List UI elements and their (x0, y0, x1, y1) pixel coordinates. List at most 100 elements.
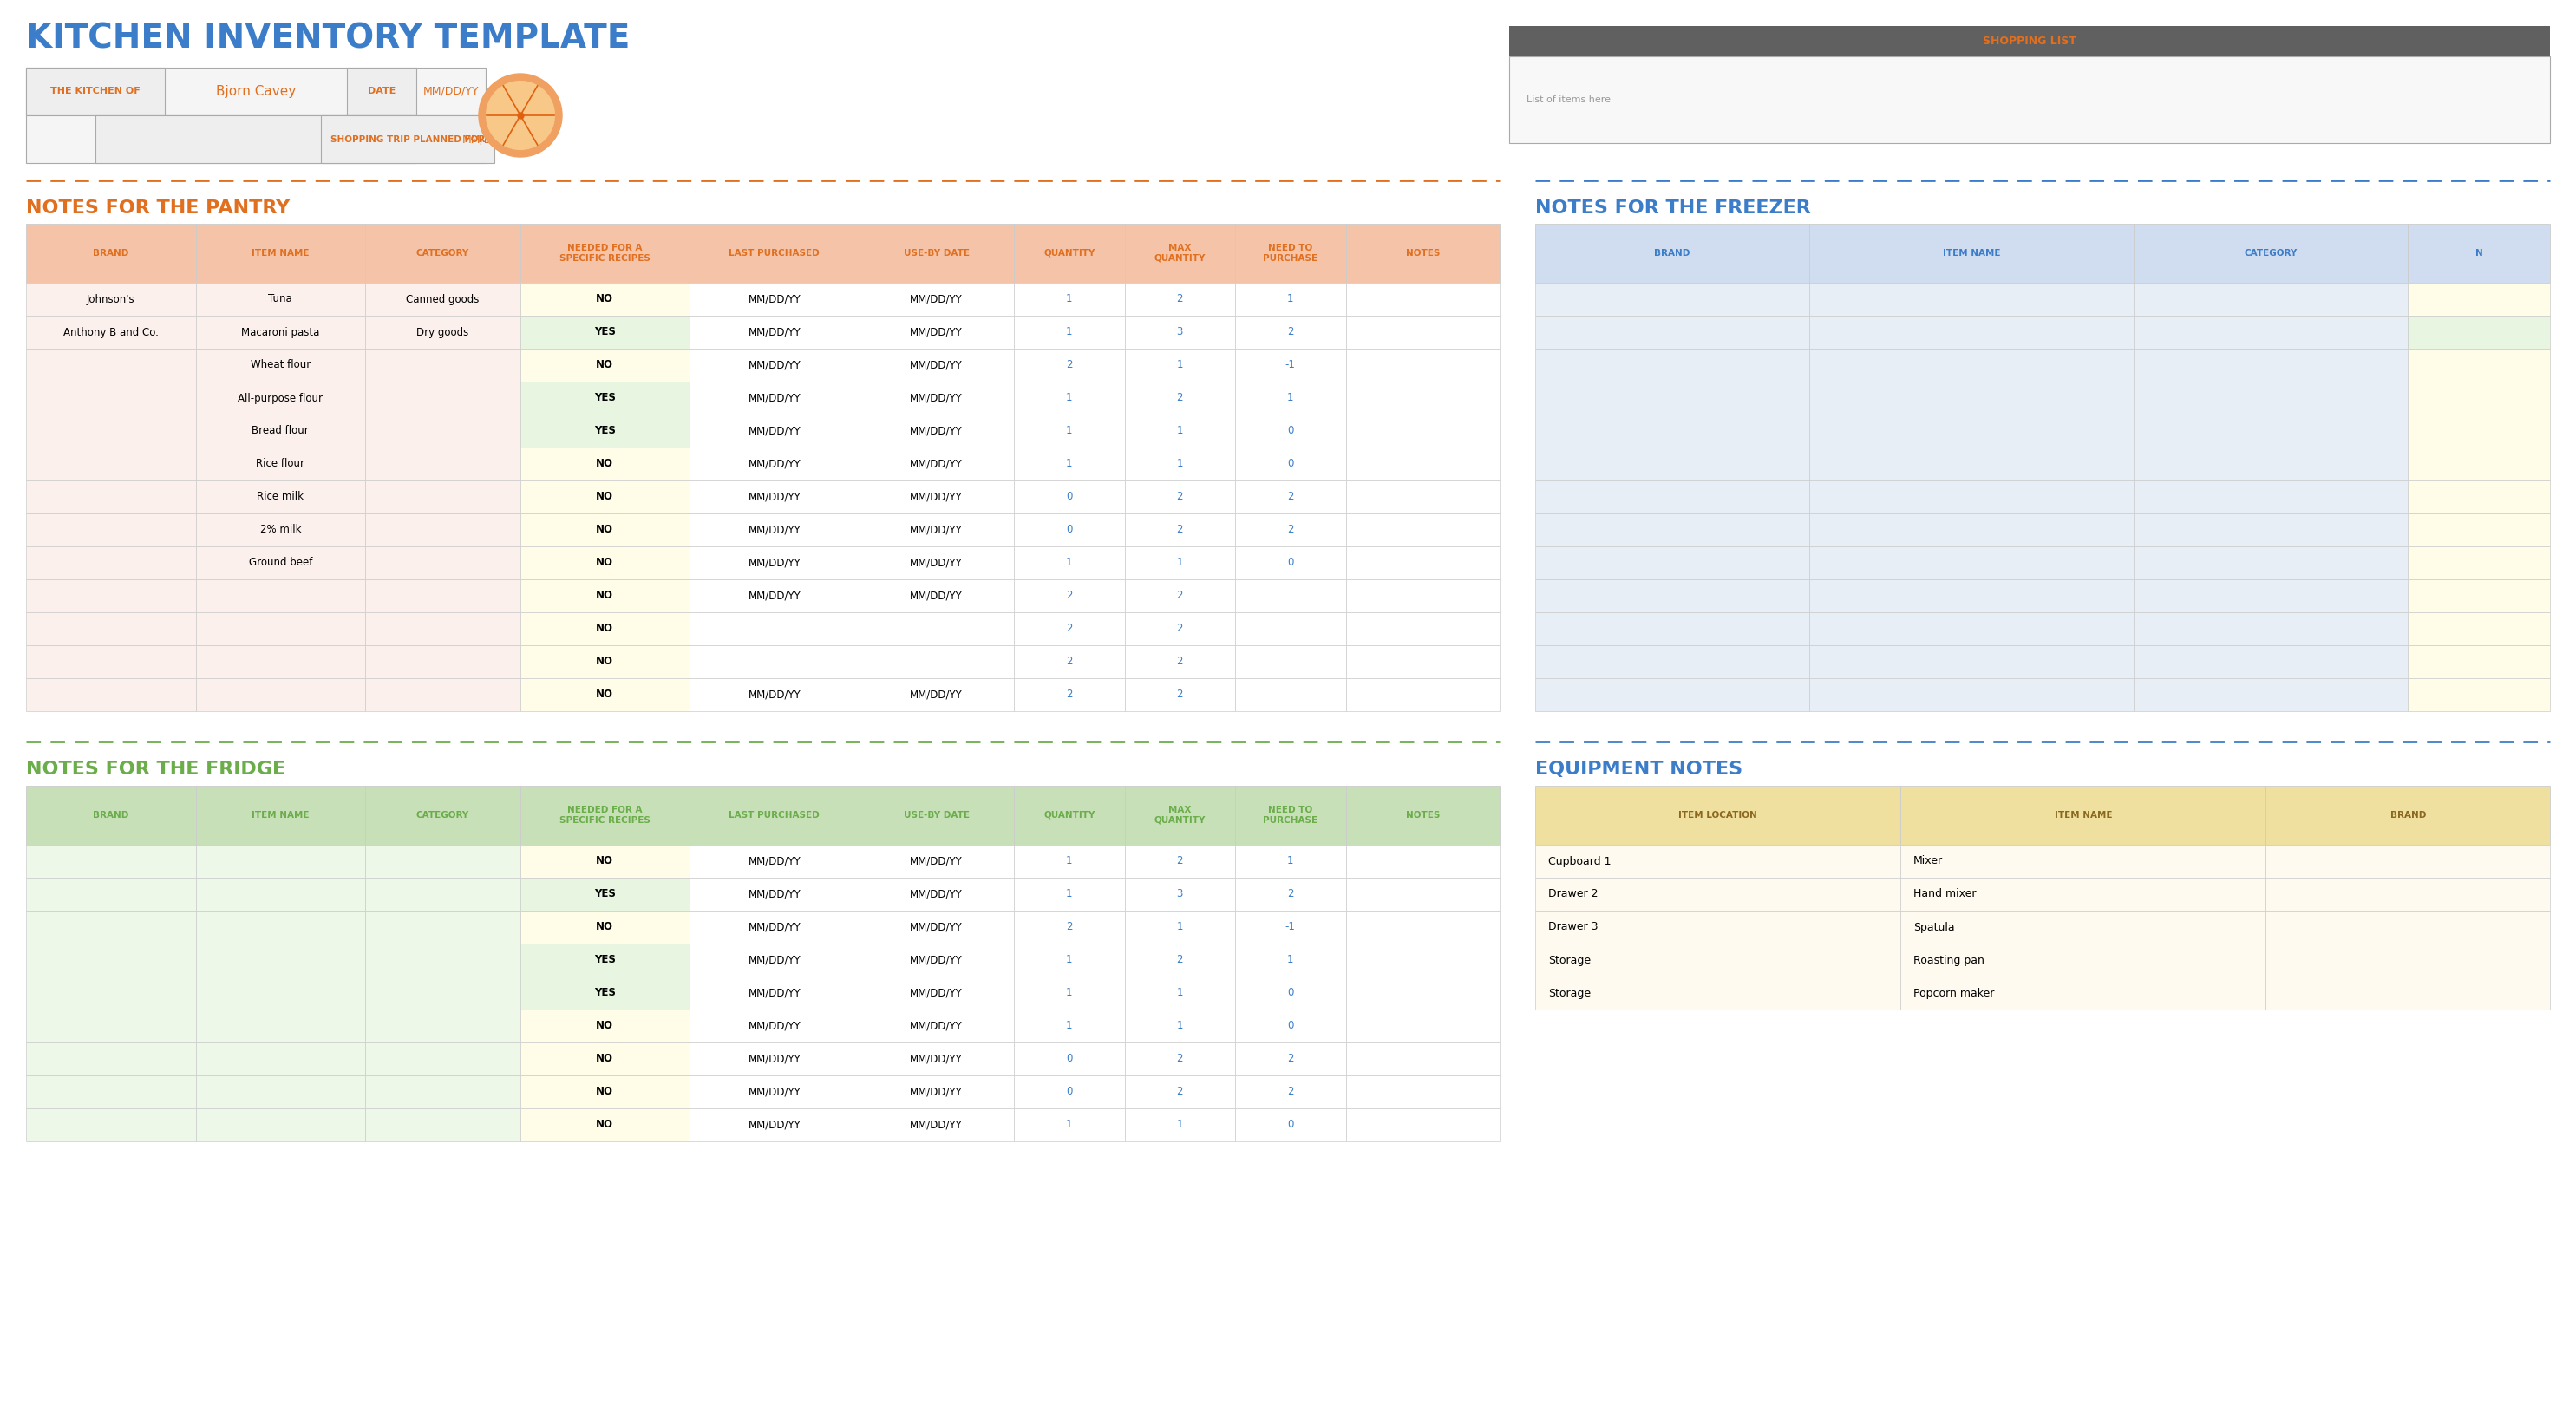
Bar (1015, 1043, 1126, 1075)
Text: MM/DD/YY: MM/DD/YY (747, 888, 801, 899)
Bar (26, 316, 196, 348)
Bar (690, 785, 860, 844)
Text: Anthony B and Co.: Anthony B and Co. (64, 326, 160, 337)
Text: MM/DD/YY: MM/DD/YY (747, 360, 801, 371)
Bar (196, 785, 366, 844)
Bar (1535, 448, 1808, 481)
Text: YES: YES (595, 426, 616, 437)
Bar (2267, 878, 2550, 910)
Bar (1808, 348, 2133, 382)
Bar (1234, 513, 1345, 547)
Bar (196, 1043, 366, 1075)
Bar (1126, 547, 1234, 579)
Text: MM/DD/YY: MM/DD/YY (747, 1020, 801, 1031)
Bar (690, 223, 860, 282)
Bar (1234, 282, 1345, 316)
Bar (1234, 1075, 1345, 1109)
Text: All-purpose flour: All-purpose flour (237, 392, 322, 403)
Bar (1901, 910, 2267, 944)
Text: QUANTITY: QUANTITY (1043, 249, 1095, 257)
Text: BRAND: BRAND (93, 249, 129, 257)
Bar (1126, 1043, 1234, 1075)
Text: MM/DD/YY: MM/DD/YY (747, 524, 801, 535)
Bar (26, 679, 196, 711)
Bar (196, 382, 366, 414)
Bar (860, 348, 1015, 382)
Bar (26, 547, 196, 579)
Bar (1234, 844, 1345, 878)
Bar (366, 382, 520, 414)
Bar (1808, 316, 2133, 348)
Bar (2409, 414, 2550, 448)
Bar (26, 844, 196, 878)
Text: MM/DD/YY: MM/DD/YY (747, 954, 801, 965)
Text: Popcorn maker: Popcorn maker (1914, 988, 1994, 999)
Bar (2409, 645, 2550, 679)
Bar (1234, 785, 1345, 844)
Text: 2: 2 (1177, 492, 1182, 503)
Bar (366, 976, 520, 1010)
Bar (1126, 316, 1234, 348)
Bar (520, 448, 690, 481)
Bar (1345, 910, 1499, 944)
Text: MM/DD/YY: MM/DD/YY (747, 1086, 801, 1097)
Text: MM/DD/YY: MM/DD/YY (909, 294, 963, 305)
Text: 1: 1 (1066, 988, 1072, 999)
Text: 2: 2 (1288, 326, 1293, 337)
Bar (1015, 382, 1126, 414)
Bar (860, 1109, 1015, 1141)
Text: YES: YES (595, 392, 616, 403)
Text: Drawer 3: Drawer 3 (1548, 922, 1597, 933)
Bar (1345, 844, 1499, 878)
Text: 0: 0 (1288, 558, 1293, 569)
Bar (520, 481, 690, 513)
Bar (690, 645, 860, 679)
Bar (26, 944, 196, 976)
Text: 0: 0 (1288, 426, 1293, 437)
Bar (2133, 448, 2409, 481)
Bar (860, 785, 1015, 844)
Bar (860, 1075, 1015, 1109)
Text: QUANTITY: QUANTITY (1043, 811, 1095, 819)
Text: 0: 0 (1288, 458, 1293, 469)
Text: 0: 0 (1288, 988, 1293, 999)
Text: ITEM LOCATION: ITEM LOCATION (1680, 811, 1757, 819)
Bar (1126, 282, 1234, 316)
Bar (860, 613, 1015, 645)
Bar (366, 878, 520, 910)
Bar (1234, 579, 1345, 613)
Text: NOTES FOR THE PANTRY: NOTES FOR THE PANTRY (26, 200, 291, 216)
Bar (1345, 976, 1499, 1010)
Bar (1126, 1075, 1234, 1109)
Bar (690, 547, 860, 579)
Text: 2: 2 (1288, 524, 1293, 535)
Bar (1234, 382, 1345, 414)
Bar (366, 448, 520, 481)
Bar (26, 382, 196, 414)
Bar (196, 613, 366, 645)
Bar (1345, 1075, 1499, 1109)
Text: 2: 2 (1288, 1054, 1293, 1065)
Text: 1: 1 (1177, 1120, 1182, 1131)
Bar (26, 414, 196, 448)
Bar (1234, 976, 1345, 1010)
Bar (196, 481, 366, 513)
Text: 1: 1 (1177, 558, 1182, 569)
Text: MM/DD/YY: MM/DD/YY (909, 922, 963, 933)
Bar (366, 844, 520, 878)
Text: 2: 2 (1177, 1054, 1182, 1065)
Bar (196, 878, 366, 910)
Text: 1: 1 (1066, 1120, 1072, 1131)
Text: 1: 1 (1066, 1020, 1072, 1031)
Bar (1015, 547, 1126, 579)
Bar (690, 513, 860, 547)
Bar (860, 382, 1015, 414)
Bar (1015, 348, 1126, 382)
Bar (1808, 613, 2133, 645)
Text: NEEDED FOR A
SPECIFIC RECIPES: NEEDED FOR A SPECIFIC RECIPES (559, 806, 649, 825)
Bar (1015, 976, 1126, 1010)
Text: NO: NO (595, 1054, 613, 1065)
Text: Cupboard 1: Cupboard 1 (1548, 856, 1610, 867)
Bar (1126, 613, 1234, 645)
Text: Spatula: Spatula (1914, 922, 1955, 933)
